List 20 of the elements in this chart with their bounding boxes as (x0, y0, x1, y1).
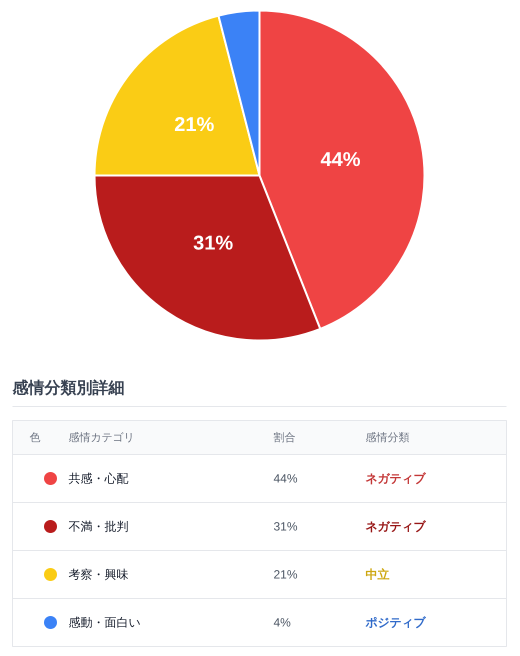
text: 44% (274, 472, 298, 486)
text: 31% (274, 520, 298, 534)
legend-label: 不満・批判 (68, 520, 128, 534)
text: 中立 (366, 568, 390, 582)
text: ポジティブ (364, 616, 426, 630)
text: 色 (30, 431, 40, 444)
text: ネガティブ (366, 520, 426, 534)
text: 感情分類 (366, 431, 410, 444)
legend-label: 考察・興味 (68, 568, 128, 582)
data-label: 21% (174, 114, 215, 136)
text: 21% (274, 568, 298, 582)
legend-label: 共感・心配 (68, 472, 128, 486)
data-label: 44% (320, 149, 361, 172)
data-label: 4% (274, 616, 292, 630)
text: 感情カテゴリ (68, 431, 134, 444)
data-label: 31% (193, 232, 234, 255)
legend-title: 感情分類別詳細 (12, 378, 124, 397)
text: 割合 (274, 431, 296, 444)
legend-label: 感動・面白い (68, 616, 140, 630)
text: ネガティブ (366, 472, 426, 486)
